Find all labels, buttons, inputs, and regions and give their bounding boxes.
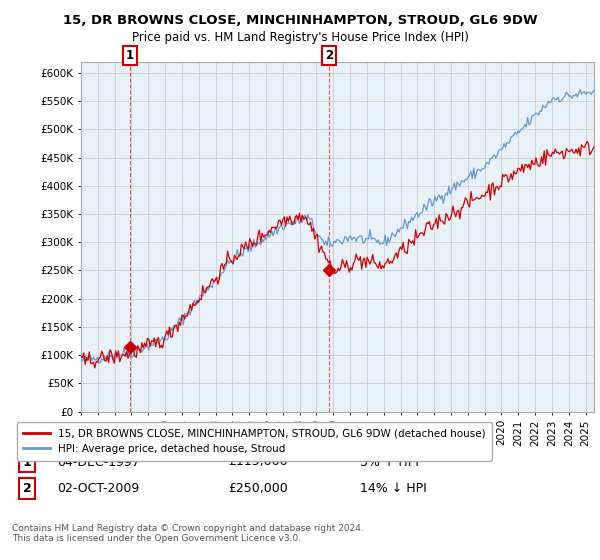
Text: 2: 2 bbox=[325, 49, 333, 62]
Text: Price paid vs. HM Land Registry's House Price Index (HPI): Price paid vs. HM Land Registry's House … bbox=[131, 31, 469, 44]
Text: 15, DR BROWNS CLOSE, MINCHINHAMPTON, STROUD, GL6 9DW: 15, DR BROWNS CLOSE, MINCHINHAMPTON, STR… bbox=[62, 14, 538, 27]
Text: 3% ↑ HPI: 3% ↑ HPI bbox=[360, 455, 419, 469]
Text: 14% ↓ HPI: 14% ↓ HPI bbox=[360, 482, 427, 495]
Text: £115,000: £115,000 bbox=[228, 455, 287, 469]
Text: 04-DEC-1997: 04-DEC-1997 bbox=[57, 455, 140, 469]
Text: Contains HM Land Registry data © Crown copyright and database right 2024.
This d: Contains HM Land Registry data © Crown c… bbox=[12, 524, 364, 543]
Text: 1: 1 bbox=[126, 49, 134, 62]
Legend: 15, DR BROWNS CLOSE, MINCHINHAMPTON, STROUD, GL6 9DW (detached house), HPI: Aver: 15, DR BROWNS CLOSE, MINCHINHAMPTON, STR… bbox=[17, 422, 492, 460]
Text: 1: 1 bbox=[23, 455, 31, 469]
Text: £250,000: £250,000 bbox=[228, 482, 288, 495]
Text: 02-OCT-2009: 02-OCT-2009 bbox=[57, 482, 139, 495]
Text: 2: 2 bbox=[23, 482, 31, 495]
